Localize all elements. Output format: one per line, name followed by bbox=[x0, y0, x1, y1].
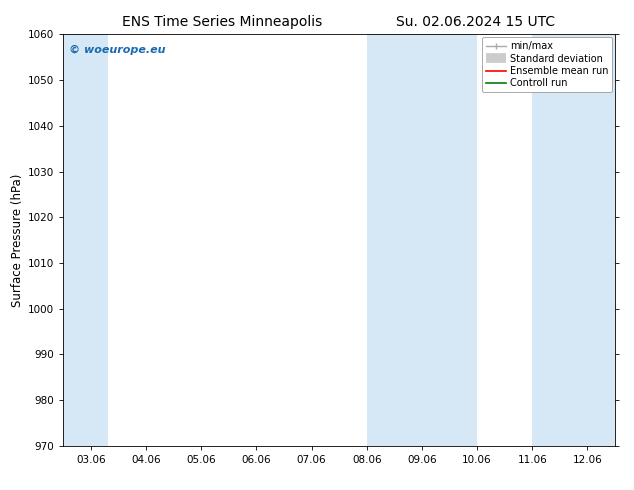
Legend: min/max, Standard deviation, Ensemble mean run, Controll run: min/max, Standard deviation, Ensemble me… bbox=[482, 37, 612, 92]
Text: © woeurope.eu: © woeurope.eu bbox=[69, 45, 165, 55]
Bar bbox=[366, 34, 477, 446]
Bar bbox=[533, 34, 615, 446]
Y-axis label: Surface Pressure (hPa): Surface Pressure (hPa) bbox=[11, 173, 24, 307]
Text: ENS Time Series Minneapolis: ENS Time Series Minneapolis bbox=[122, 15, 322, 29]
Text: Su. 02.06.2024 15 UTC: Su. 02.06.2024 15 UTC bbox=[396, 15, 555, 29]
Bar bbox=[63, 34, 108, 446]
